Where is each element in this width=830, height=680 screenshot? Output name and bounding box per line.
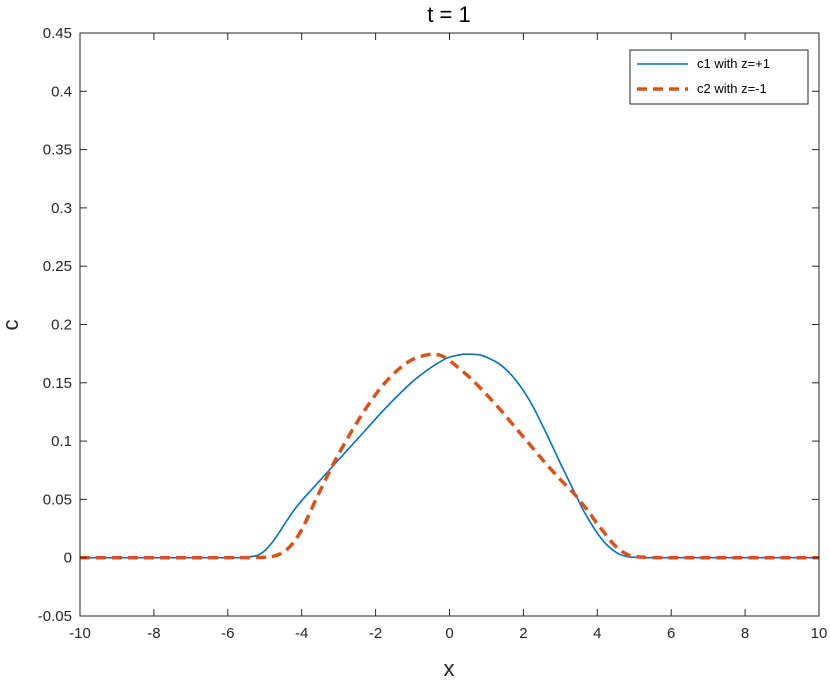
y-tick-label: 0.35 — [43, 142, 72, 159]
x-tick-label: 6 — [667, 625, 675, 642]
ticks-layer: -10 -8 -6 -4 -2 0 2 4 6 8 10 -0.05 0 0.05 0.1 0.15 0.2 0.… — [38, 25, 828, 642]
plot-area — [80, 33, 819, 616]
legend-box — [629, 49, 809, 105]
chart-title: t = 1 — [427, 2, 470, 27]
x-tick-label: -6 — [221, 625, 234, 642]
x-tick-label: -2 — [369, 625, 382, 642]
series-line-c2 — [79, 352, 820, 560]
legend: c1 with z=+1 c2 with z=-1 — [629, 49, 809, 105]
y-tick-label: 0.1 — [51, 433, 72, 450]
y-tick-label: 0.25 — [43, 258, 72, 275]
x-tick-label: 4 — [593, 625, 601, 642]
x-tick-label: 2 — [519, 625, 527, 642]
y-tick-label: 0.4 — [51, 83, 72, 100]
legend-label-c1: c1 with z=+1 — [697, 56, 770, 71]
y-tick-label: 0.2 — [51, 317, 72, 334]
series-line-c1 — [79, 353, 819, 559]
x-tick-label: -10 — [69, 625, 91, 642]
y-tick-label: 0.05 — [43, 491, 72, 508]
y-tick-label: 0 — [64, 550, 72, 567]
x-tick-label: -4 — [295, 625, 308, 642]
y-tick-label: -0.05 — [38, 608, 72, 625]
y-tick-label: 0.3 — [51, 200, 72, 217]
y-axis-title: c — [0, 320, 23, 331]
x-tick-label: -8 — [147, 625, 160, 642]
x-axis-title: x — [444, 656, 455, 680]
series-layer — [79, 352, 820, 560]
x-tick-label: 0 — [445, 625, 453, 642]
x-tick-label: 10 — [811, 625, 828, 642]
y-tick-label: 0.45 — [43, 25, 72, 42]
y-tick-label: 0.15 — [43, 375, 72, 392]
x-tick-label: 8 — [741, 625, 749, 642]
legend-label-c2: c2 with z=-1 — [697, 81, 767, 96]
